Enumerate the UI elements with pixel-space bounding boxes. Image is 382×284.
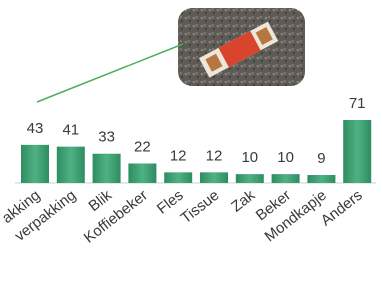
- bar: [200, 172, 228, 183]
- chart: 43akking41verpakking33Blik22Koffiebeker1…: [0, 0, 382, 284]
- value-label: 10: [241, 149, 258, 166]
- value-label: 12: [206, 147, 223, 164]
- value-label: 33: [98, 129, 115, 146]
- bar: [93, 154, 121, 183]
- value-label: 10: [277, 149, 294, 166]
- x-tick-label: Tissue: [178, 187, 223, 227]
- callout-line: [37, 44, 183, 102]
- value-label: 22: [134, 138, 151, 155]
- bar: [272, 174, 300, 183]
- bar: [164, 172, 192, 183]
- value-label: 41: [62, 122, 79, 139]
- x-tick-label: Anders: [318, 187, 366, 230]
- value-label: 12: [170, 147, 187, 164]
- bar: [57, 147, 85, 183]
- bar: [128, 163, 156, 183]
- bar: [236, 174, 264, 183]
- value-label: 9: [317, 150, 325, 167]
- bar: [307, 175, 335, 183]
- value-label: 71: [349, 95, 366, 112]
- photo: [178, 8, 305, 86]
- value-label: 43: [27, 120, 44, 137]
- bar: [343, 120, 371, 183]
- x-tick-label: Koffiebeker: [81, 187, 151, 247]
- bar: [21, 145, 49, 183]
